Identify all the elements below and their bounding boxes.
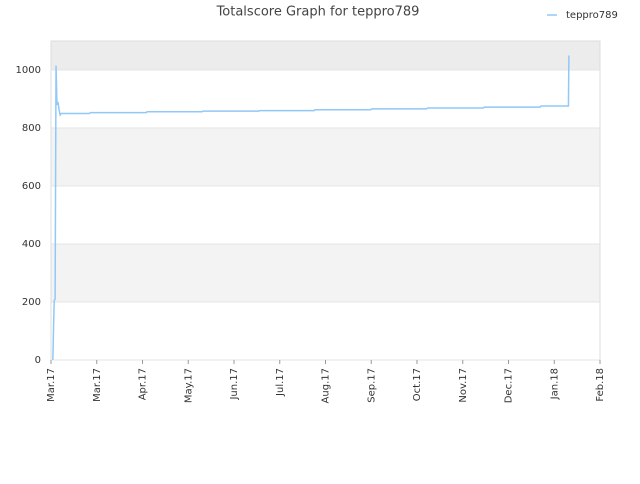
x-tick-label: Jan.18 xyxy=(549,368,560,400)
grid-band xyxy=(51,128,600,186)
x-tick-label: Mar.17 xyxy=(92,368,103,402)
x-tick-label: Feb.18 xyxy=(595,368,606,402)
x-tick-label: Nov.17 xyxy=(458,368,469,403)
plot-frame xyxy=(50,40,601,361)
x-tick-label: Sep.17 xyxy=(366,368,377,403)
y-tick-label: 400 xyxy=(22,239,41,250)
y-tick-label: 0 xyxy=(35,355,41,366)
x-tick-label: Jun.17 xyxy=(229,368,240,401)
x-tick-label: Aug.17 xyxy=(321,368,332,403)
x-tick-label: Oct.17 xyxy=(412,368,423,401)
grid-band xyxy=(51,41,600,70)
x-tick-label: May.17 xyxy=(183,368,194,403)
legend-label: teppro789 xyxy=(566,10,618,21)
grid-band xyxy=(51,244,600,302)
y-tick-label: 200 xyxy=(22,297,41,308)
x-tick-label: Dec.17 xyxy=(504,368,515,403)
y-tick-label: 600 xyxy=(22,181,41,192)
line-series xyxy=(52,55,570,361)
x-tick-label: Apr.17 xyxy=(138,368,149,400)
x-tick-label: Jul.17 xyxy=(275,368,286,397)
y-tick-label: 800 xyxy=(22,123,41,134)
y-tick-label: 1000 xyxy=(16,65,41,76)
chart-title: Totalscore Graph for teppro789 xyxy=(216,5,420,20)
x-tick-label: Mar.17 xyxy=(46,368,57,402)
